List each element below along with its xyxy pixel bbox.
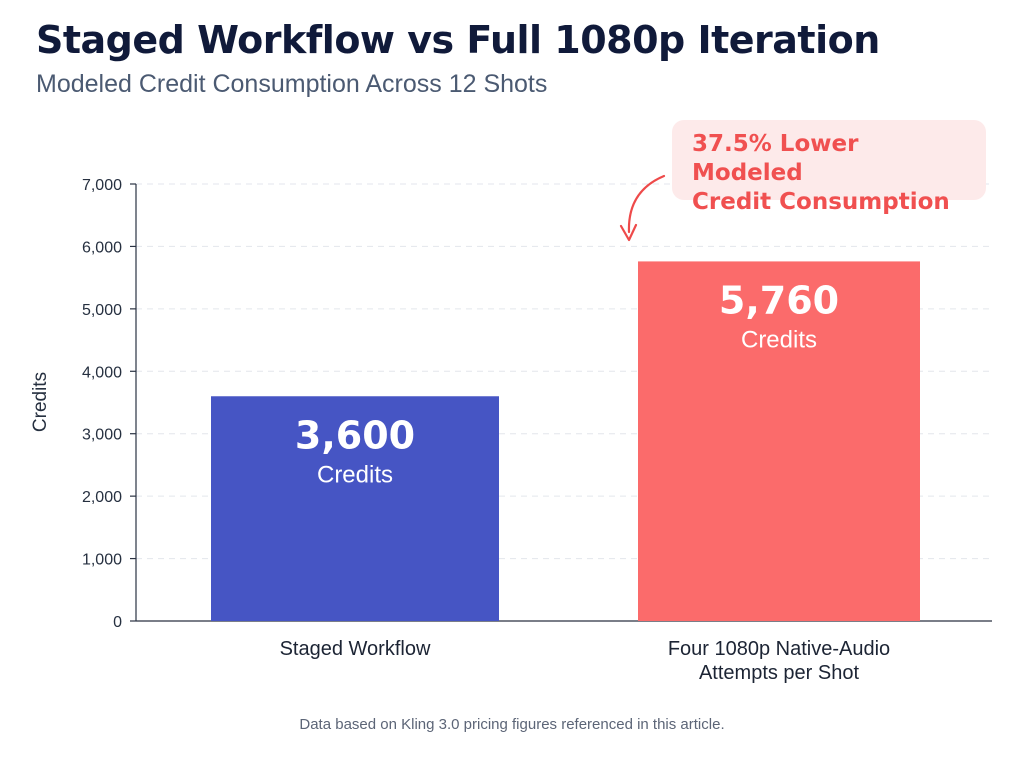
callout-line-1: 37.5% Lower Modeled bbox=[692, 131, 859, 186]
callout-arrow bbox=[627, 174, 666, 234]
bar bbox=[211, 396, 499, 621]
category-label: Four 1080p Native-Audio bbox=[668, 638, 890, 660]
y-axis-label: Credits bbox=[30, 372, 51, 432]
y-tick-label: 6,000 bbox=[82, 239, 122, 256]
callout-box: 37.5% Lower Modeled Credit Consumption bbox=[672, 120, 986, 215]
chart-title: Staged Workflow vs Full 1080p Iteration bbox=[36, 18, 880, 62]
bar-value-label: 3,600 bbox=[295, 413, 415, 457]
y-tick-label: 5,000 bbox=[82, 302, 122, 319]
callout-line-2: Credit Consumption bbox=[692, 189, 950, 215]
bar-value-label: 5,760 bbox=[719, 278, 839, 322]
y-tick-label: 1,000 bbox=[82, 552, 122, 569]
y-tick-label: 3,000 bbox=[82, 427, 122, 444]
bar-unit-label: Credits bbox=[317, 461, 393, 488]
y-tick-label: 2,000 bbox=[82, 489, 122, 506]
chart-subtitle: Modeled Credit Consumption Across 12 Sho… bbox=[36, 70, 548, 98]
bar bbox=[638, 261, 920, 621]
y-tick-label: 7,000 bbox=[82, 177, 122, 194]
category-label: Staged Workflow bbox=[280, 638, 431, 660]
y-tick-label: 0 bbox=[113, 614, 122, 631]
category-labels: Staged Workflow Four 1080p Native-AudioAt… bbox=[280, 638, 891, 684]
footnote: Data based on Kling 3.0 pricing figures … bbox=[299, 716, 725, 733]
bar-unit-label: Credits bbox=[741, 326, 817, 353]
y-tick-label: 4,000 bbox=[82, 364, 122, 381]
y-tick-labels: 0 1,000 2,000 3,000 4,000 5,000 6,000 7,000 bbox=[82, 177, 136, 631]
callout-arrow-head bbox=[619, 223, 638, 242]
bars: 3,600 Credits 5,760 Credits bbox=[211, 261, 920, 621]
category-label: Attempts per Shot bbox=[699, 662, 860, 684]
